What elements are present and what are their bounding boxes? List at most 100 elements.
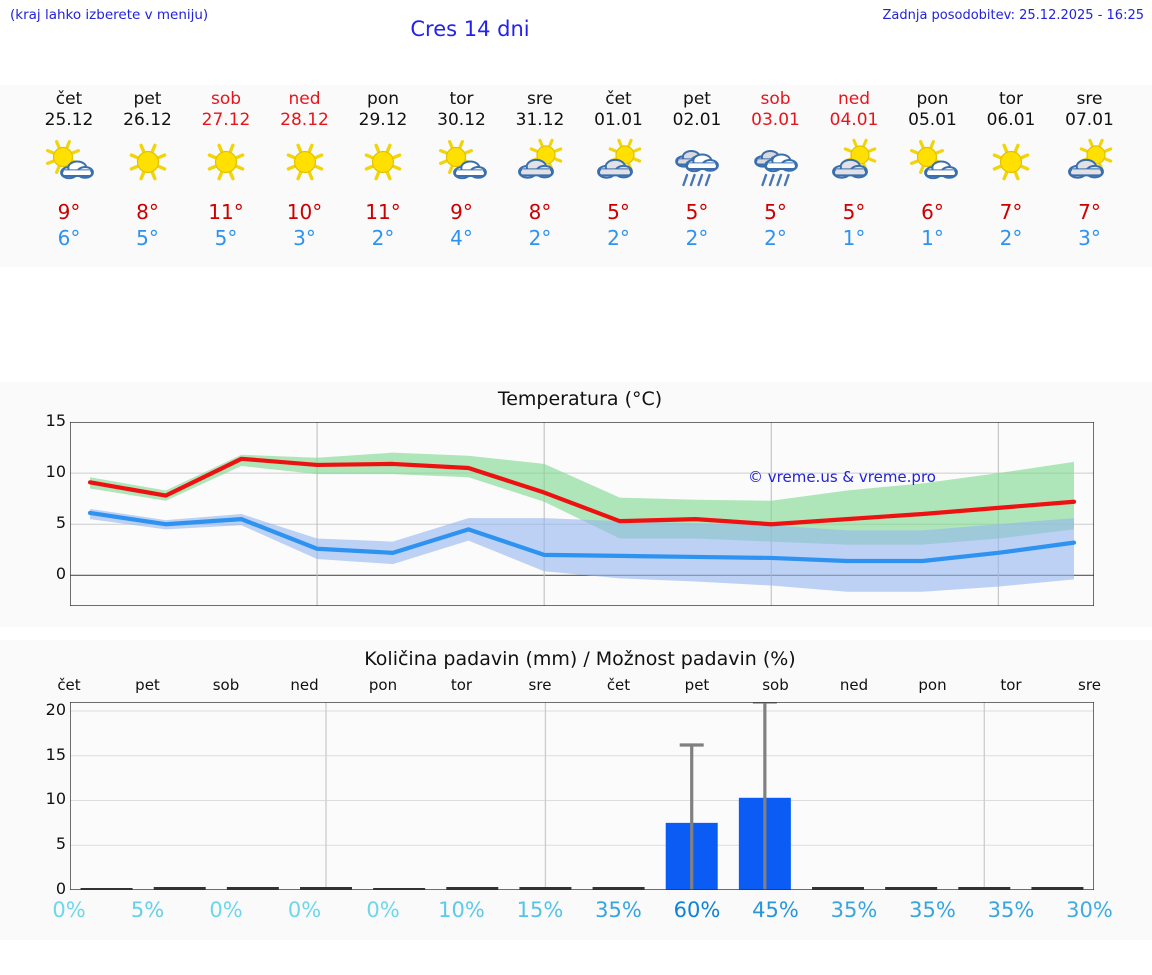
day-column[interactable]: sob 27.12 11° 5°: [187, 85, 265, 251]
day-column[interactable]: čet 01.01 5° 2°: [580, 85, 658, 251]
temp-min: 2°: [685, 226, 709, 250]
cloud-sun-icon: [1051, 135, 1129, 191]
precipitation-y-tick: 0: [55, 879, 66, 898]
precipitation-day-label: ned: [839, 676, 869, 694]
temperature-y-tick: 10: [45, 462, 66, 482]
day-column[interactable]: ned 04.01 5° 1°: [815, 85, 893, 251]
precipitation-probability-row: 0% 5% 0% 0% 0% 10% 15% 35% 60% 45% 35% 35% 35% 30%: [0, 898, 1152, 930]
temp-max: 6°: [921, 200, 944, 224]
day-column[interactable]: sre 07.01 7° 3°: [1051, 85, 1129, 251]
precipitation-day-labels: čet pet sob ned pon tor sre čet pet sob ned pon tor s…: [0, 676, 1152, 698]
day-column[interactable]: ned 28.12 10° 3°: [266, 85, 344, 251]
precipitation-day-label: čet: [57, 676, 81, 694]
day-date: 05.01: [908, 110, 957, 130]
temp-max: 5°: [607, 200, 630, 224]
precip-bar: [519, 887, 572, 890]
precip-bar: [1031, 887, 1084, 890]
precipitation-day-label: tor: [450, 676, 473, 694]
precipitation-day-label: tor: [1000, 676, 1022, 694]
day-date: 28.12: [280, 110, 329, 130]
temp-min: 4°: [450, 226, 473, 250]
day-of-week: sob: [210, 89, 242, 109]
last-update-text: Zadnja posodobitev: 25.12.2025 - 16:25: [882, 8, 1144, 23]
precipitation-probability: 45%: [752, 898, 799, 922]
precipitation-y-tick: 10: [45, 789, 66, 809]
day-of-week: čet: [605, 89, 632, 109]
day-of-week: pon: [916, 89, 949, 109]
temp-min: 2°: [371, 226, 395, 250]
day-column[interactable]: tor 30.12 9° 4°: [423, 85, 501, 251]
day-date: 03.01: [751, 110, 800, 130]
temperature-y-tick: 0: [55, 564, 66, 584]
day-of-week: ned: [288, 89, 321, 109]
precipitation-day-label: pon: [368, 676, 398, 694]
precipitation-y-tick: 5: [55, 834, 66, 854]
temperature-chart-section: Temperatura (°C) © vreme.us & vreme.pro …: [0, 382, 1152, 627]
day-of-week: pon: [367, 89, 399, 109]
day-of-week: sre: [527, 89, 553, 109]
day-column[interactable]: čet 25.12 9° 6°: [30, 85, 108, 251]
precip-bar: [812, 887, 864, 890]
temp-max: 5°: [842, 200, 866, 224]
precipitation-plot-area: [69, 700, 1095, 891]
precip-bar: [885, 887, 938, 890]
temp-max: 9°: [57, 200, 81, 224]
sun-icon: [187, 135, 265, 191]
precipitation-chart-title: Količina padavin (mm) / Možnost padavin …: [364, 648, 796, 670]
temp-min: 1°: [921, 226, 944, 250]
day-column[interactable]: pet 02.01 5° 2°: [658, 85, 736, 251]
precipitation-y-tick: 20: [45, 699, 66, 719]
precipitation-probability: 10%: [438, 898, 485, 922]
temp-min: 2°: [999, 226, 1023, 250]
temp-max: 11°: [208, 200, 244, 224]
precip-bar: [153, 887, 206, 890]
day-column[interactable]: pon 29.12 11° 2°: [344, 85, 422, 251]
precipitation-day-label: sob: [212, 676, 240, 694]
sun-cloud-icon: [30, 135, 108, 191]
temp-max: 7°: [1078, 200, 1101, 224]
day-column[interactable]: tor 06.01 7° 2°: [972, 85, 1050, 251]
sun-cloud-icon: [423, 135, 501, 191]
day-of-week: sre: [1076, 89, 1103, 109]
sun-cloud-icon: [894, 135, 972, 191]
day-of-week: tor: [449, 89, 474, 109]
precipitation-probability: 35%: [909, 898, 956, 922]
day-column[interactable]: pon 05.01 6° 1°: [894, 85, 972, 251]
day-column[interactable]: sre 31.12 8° 2°: [501, 85, 579, 251]
page-header: (kraj lahko izberete v meniju) Cres 14 d…: [0, 0, 1152, 70]
sun-icon: [972, 135, 1050, 191]
temp-min: 3°: [293, 226, 316, 250]
sun-icon: [266, 135, 344, 191]
precipitation-day-label: čet: [606, 676, 631, 694]
precipitation-day-label: sre: [528, 676, 552, 694]
day-date: 31.12: [515, 110, 565, 130]
temp-max: 11°: [365, 200, 401, 224]
temp-max: 8°: [528, 200, 552, 224]
day-of-week: pet: [683, 89, 711, 109]
precipitation-probability: 0%: [209, 898, 243, 922]
rain-icon: [658, 135, 736, 191]
day-column[interactable]: pet 26.12 8° 5°: [109, 85, 187, 251]
temp-min: 5°: [214, 226, 238, 250]
precip-bar: [226, 887, 279, 890]
day-date: 29.12: [358, 110, 408, 130]
precipitation-day-label: ned: [290, 676, 319, 694]
precipitation-probability: 0%: [287, 898, 322, 922]
precipitation-probability: 30%: [1066, 898, 1113, 922]
precipitation-day-label: sob: [762, 676, 789, 694]
day-of-week: ned: [837, 89, 871, 109]
page-title: Cres 14 dni: [410, 17, 530, 41]
day-column[interactable]: sob 03.01 5° 2°: [737, 85, 815, 251]
precipitation-y-tick: 15: [45, 744, 66, 764]
cloud-sun-icon: [815, 135, 893, 191]
day-date: 25.12: [44, 110, 94, 130]
cloud-sun-icon: [580, 135, 658, 191]
precipitation-probability: 35%: [830, 898, 878, 922]
temp-min: 2°: [607, 226, 630, 250]
temperature-chart-title: Temperatura (°C): [497, 388, 663, 410]
daily-forecast-strip: čet 25.12 9° 6° pet 26.12 8° 5° sob 27.12 11° 5° ne…: [0, 85, 1152, 267]
temperature-svg: [69, 421, 1095, 607]
temp-max: 5°: [685, 200, 709, 224]
precipitation-day-label: sre: [1078, 676, 1101, 694]
temp-min: 3°: [1078, 226, 1101, 250]
